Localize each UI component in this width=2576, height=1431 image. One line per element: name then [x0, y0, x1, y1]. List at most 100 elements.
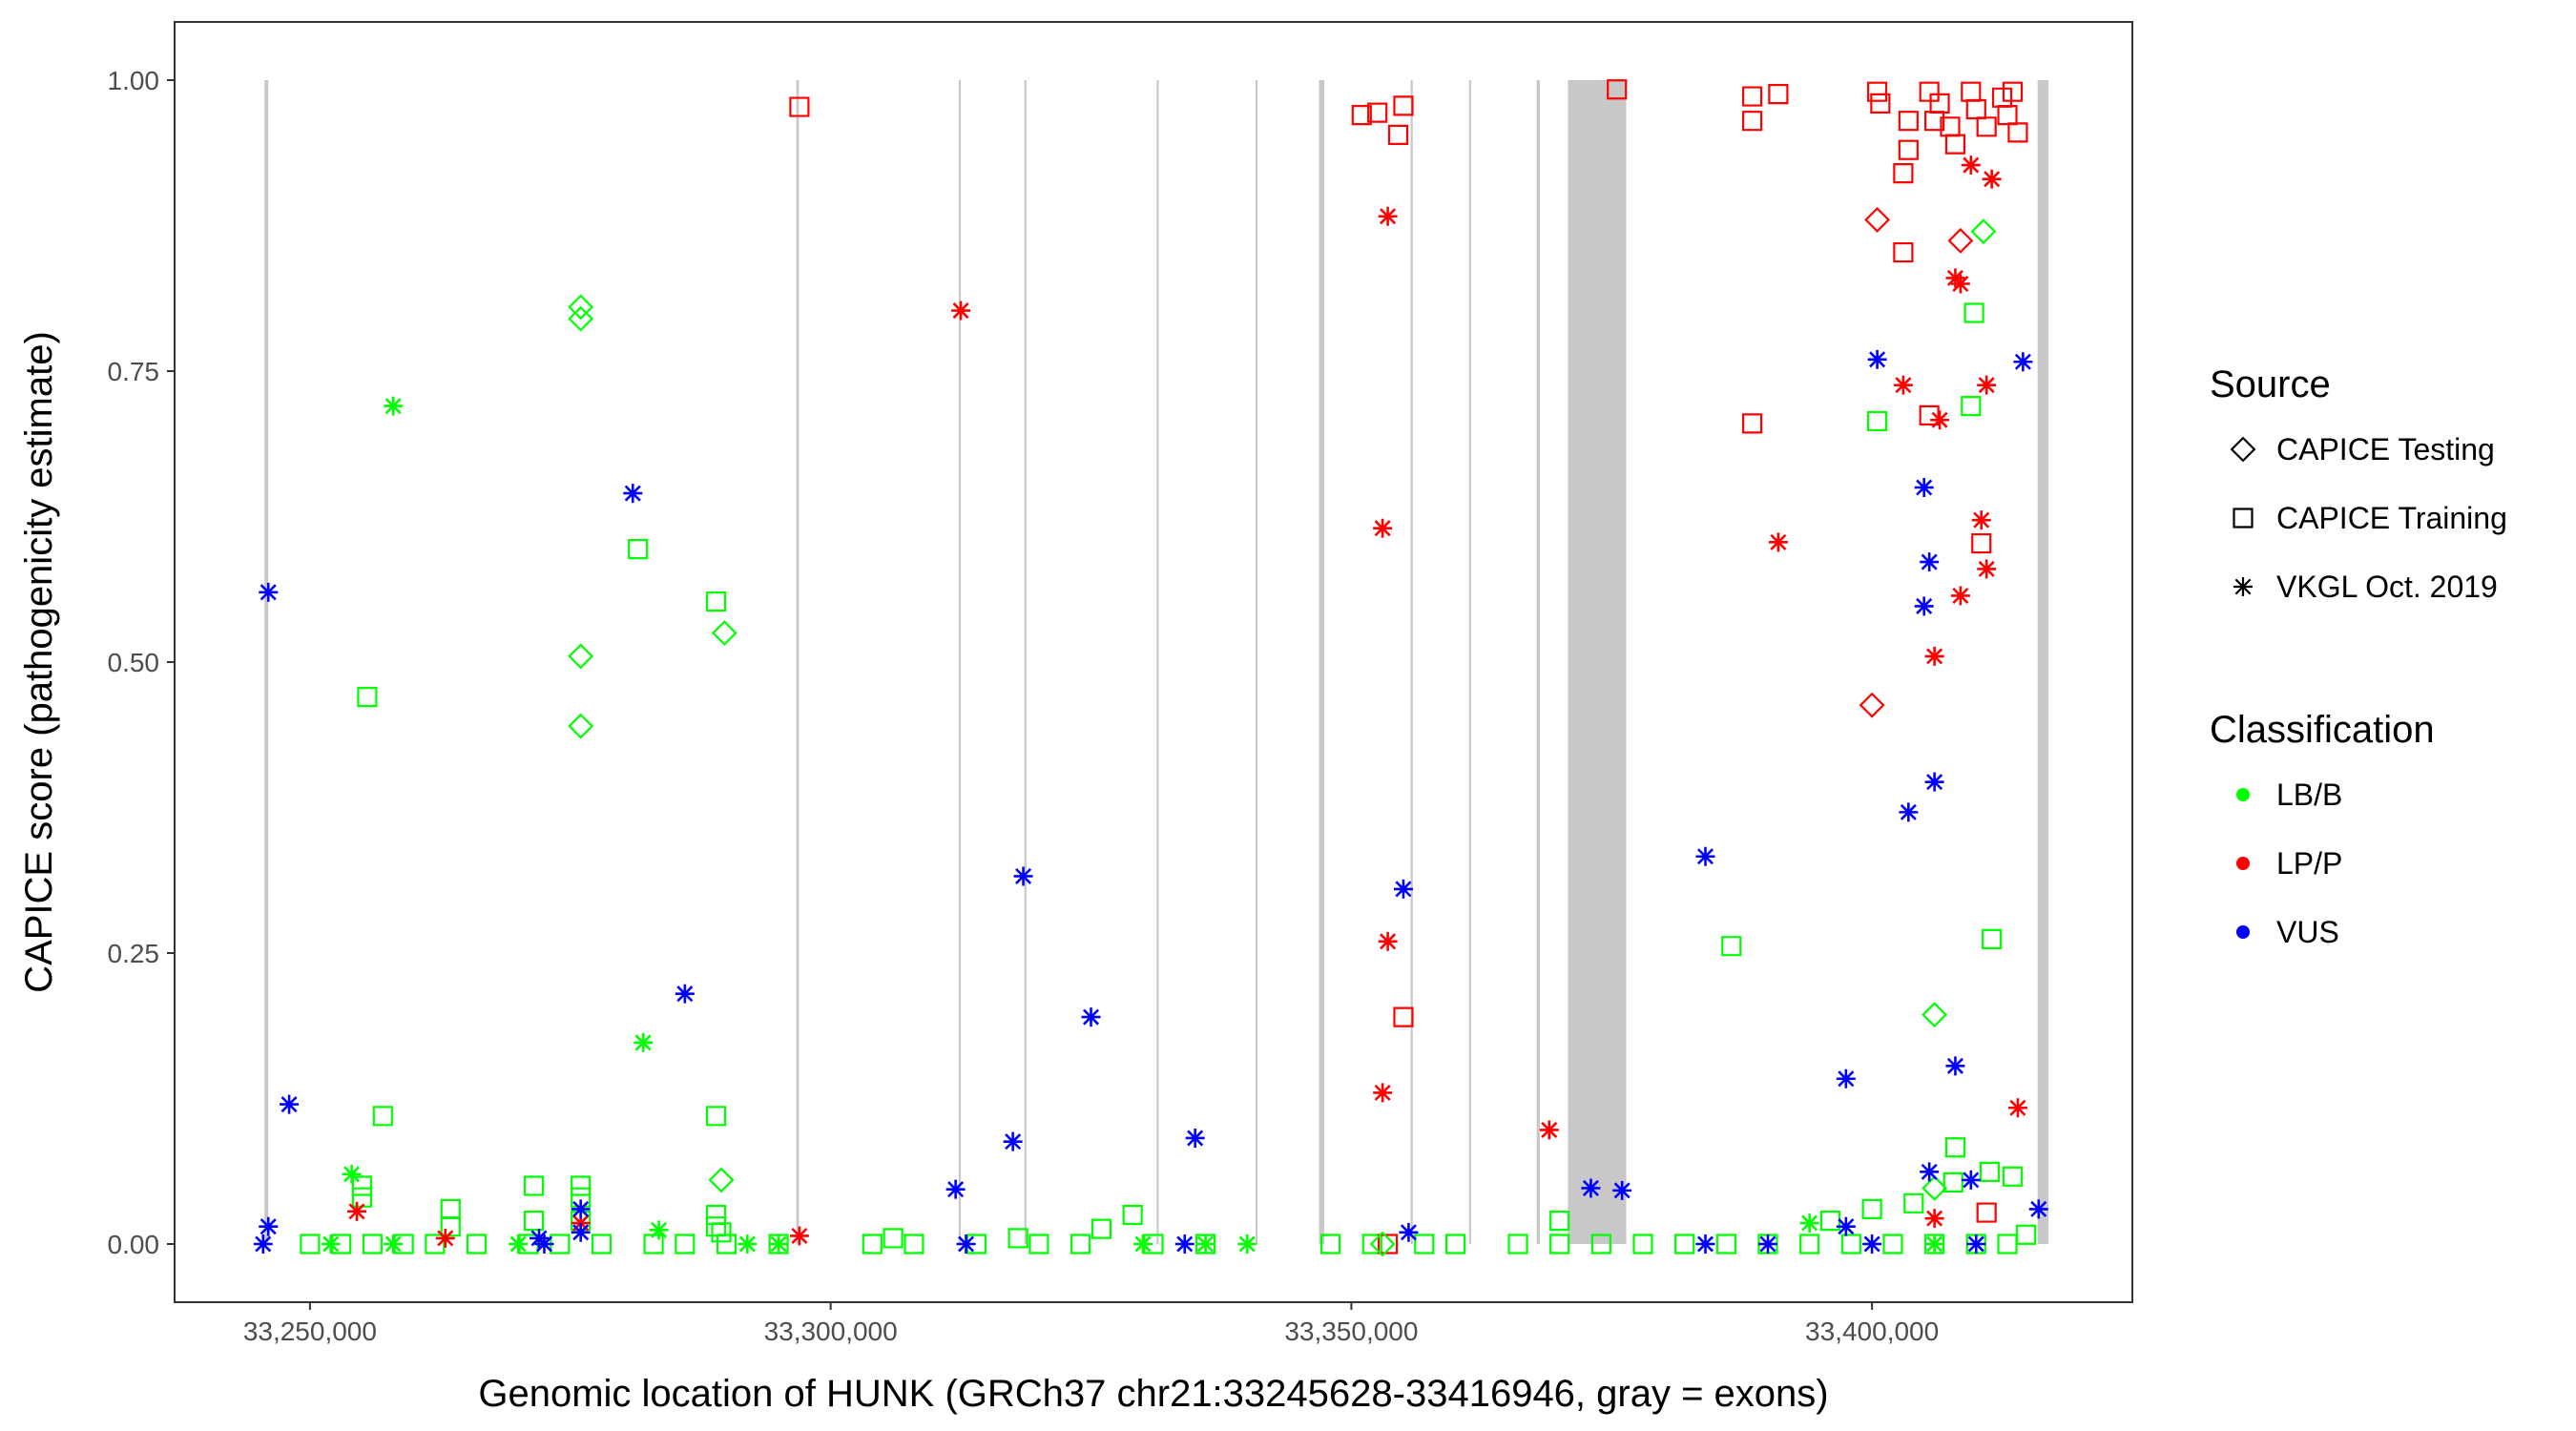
legend-class-label-vus: VUS — [2276, 915, 2339, 949]
data-point — [634, 1032, 654, 1052]
series-lb-b-vkgl-oct-2019 — [321, 396, 1944, 1254]
data-point — [2028, 1199, 2048, 1219]
data-point — [862, 1234, 883, 1255]
dot-icon — [2236, 857, 2250, 870]
legend-class-item-lpp: LP/P — [2236, 846, 2342, 881]
exon-band-2 — [958, 80, 962, 1244]
data-point — [384, 396, 404, 416]
data-point — [259, 582, 279, 602]
data-point — [1861, 1198, 1882, 1219]
data-point — [384, 1234, 404, 1254]
data-point — [1866, 81, 1888, 102]
data-point — [1961, 156, 1981, 176]
data-point — [705, 591, 727, 612]
data-point — [1369, 1231, 1396, 1257]
data-point — [1947, 227, 1974, 254]
data-point — [675, 984, 695, 1004]
data-point — [342, 1164, 362, 1184]
data-point — [716, 1234, 737, 1255]
data-point — [1920, 1162, 1940, 1182]
data-point — [1919, 404, 1940, 425]
data-point — [1122, 1204, 1143, 1226]
data-point — [300, 1234, 321, 1255]
data-point — [1393, 95, 1414, 116]
data-point — [1351, 105, 1372, 126]
data-point — [708, 1167, 735, 1193]
data-point — [1950, 586, 1970, 606]
data-point — [523, 1175, 545, 1196]
data-point — [1819, 1211, 1841, 1232]
data-point — [1862, 1234, 1882, 1254]
legend-source-label-vkgl: VKGL Oct. 2019 — [2276, 570, 2498, 604]
data-point — [1378, 206, 1398, 226]
data-point — [1612, 1180, 1632, 1200]
data-point — [1840, 1234, 1861, 1255]
data-point — [1373, 1083, 1393, 1103]
data-point — [425, 1234, 446, 1255]
data-point — [628, 539, 649, 560]
y-tick-label: 1.00 — [108, 66, 160, 95]
data-point — [1319, 1234, 1341, 1255]
data-point — [2007, 1098, 2027, 1118]
data-point — [509, 1234, 529, 1254]
data-point — [1174, 1234, 1195, 1254]
series-lp-p-capice-training — [789, 79, 2028, 1255]
data-point — [1674, 1234, 1695, 1255]
data-point — [568, 643, 594, 670]
y-tick-label: 0.75 — [108, 357, 160, 386]
dot-icon — [2236, 788, 2250, 801]
data-point — [1632, 1234, 1653, 1255]
data-point — [1965, 1234, 1986, 1255]
data-point — [1893, 241, 1914, 263]
data-point — [1914, 596, 1934, 616]
legend-class-item-lbb: LB/B — [2236, 778, 2342, 812]
data-point — [1695, 1234, 1715, 1254]
data-point — [1028, 1234, 1049, 1255]
data-point — [1979, 1161, 2001, 1182]
data-point — [1008, 1228, 1028, 1249]
data-point — [362, 1234, 383, 1255]
exon-band-5 — [1255, 80, 1258, 1244]
data-point — [571, 1187, 592, 1208]
x-tick-label: 33,250,000 — [243, 1317, 377, 1346]
exon-band-7 — [1410, 80, 1413, 1244]
data-point — [1966, 1234, 1986, 1254]
data-point — [550, 1234, 571, 1255]
data-point — [769, 1234, 789, 1254]
legend-class-label-lpp: LP/P — [2276, 846, 2342, 881]
data-point — [1870, 93, 1891, 114]
data-point — [1549, 1211, 1570, 1232]
data-point — [1977, 375, 1997, 395]
data-point — [1976, 1202, 1997, 1223]
exon-band-0 — [264, 80, 269, 1244]
data-point — [1237, 1234, 1257, 1254]
data-point — [1768, 84, 1789, 105]
diamond-icon — [2230, 436, 2256, 463]
data-point — [1866, 410, 1888, 432]
exon-band-6 — [1319, 80, 1325, 1244]
data-point — [2002, 1166, 2024, 1187]
data-point — [1924, 1209, 1944, 1229]
data-point — [1549, 1234, 1570, 1255]
data-point — [1013, 866, 1033, 886]
data-point — [1768, 532, 1788, 552]
y-tick-label: 0.25 — [108, 939, 160, 968]
legend-class-title: Classification — [2210, 709, 2435, 751]
x-tick-label: 33,400,000 — [1805, 1317, 1939, 1346]
series-lb-b-capice-testing — [568, 218, 1997, 1257]
data-point — [1977, 559, 1997, 579]
series-lp-p-vkgl-oct-2019 — [347, 156, 2027, 1248]
data-point — [1742, 86, 1763, 107]
data-point — [1924, 1234, 1945, 1255]
y-tick-label: 0.00 — [108, 1230, 160, 1259]
data-point — [1399, 1222, 1419, 1242]
data-point — [1929, 93, 1950, 114]
data-point — [951, 301, 971, 321]
data-point — [1507, 1234, 1528, 1255]
legend-source-item-testing: CAPICE Testing — [2230, 432, 2495, 467]
data-point — [2007, 122, 2028, 143]
data-point — [1944, 1137, 1966, 1158]
data-point — [789, 1226, 809, 1246]
data-point — [1944, 134, 1966, 155]
data-point — [1893, 375, 1913, 395]
